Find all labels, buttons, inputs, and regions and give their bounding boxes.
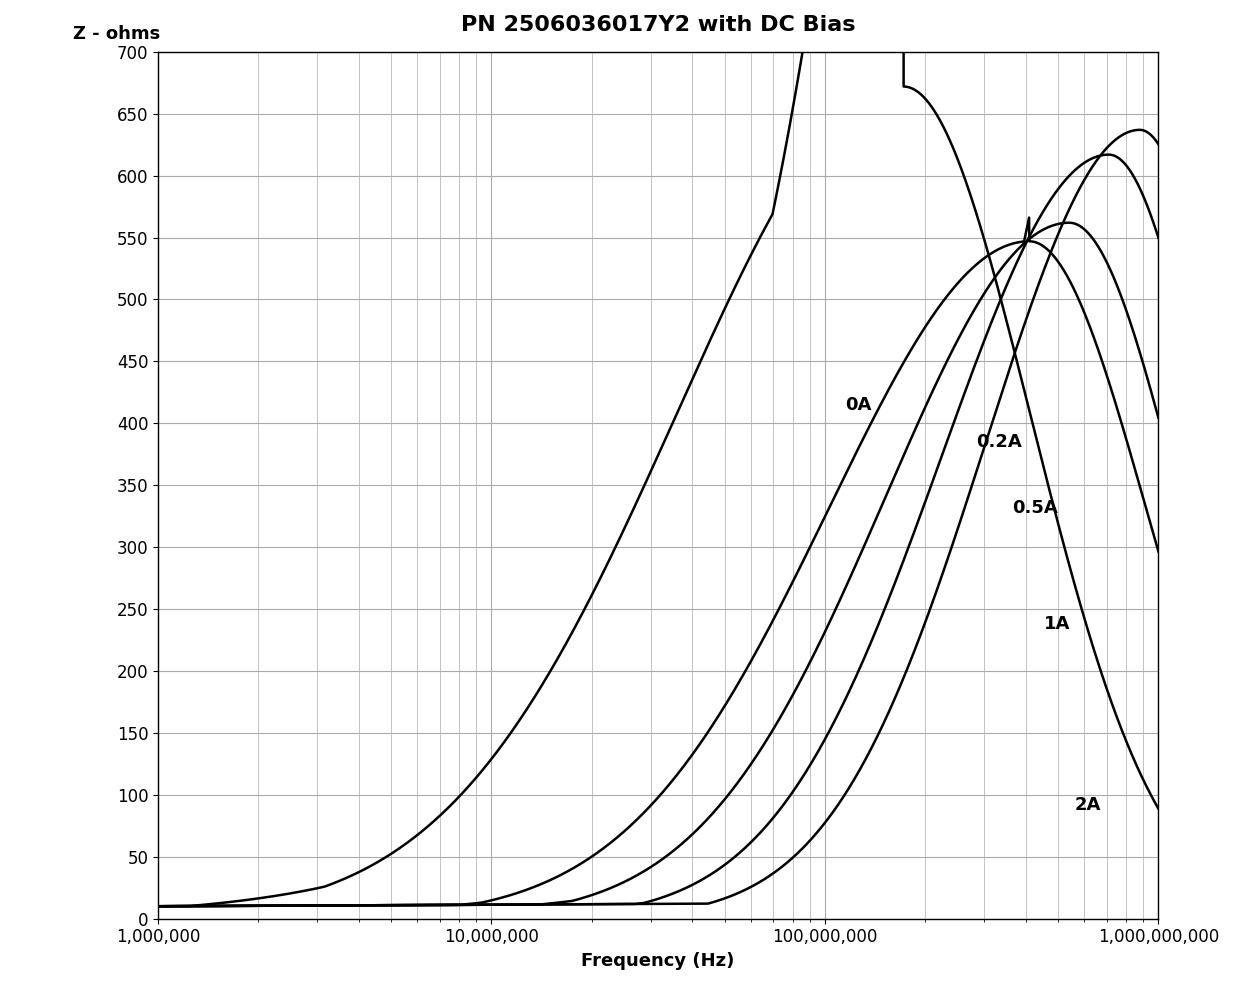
Text: 0.5A: 0.5A: [1012, 498, 1059, 517]
Text: 1A: 1A: [1044, 615, 1071, 633]
Text: 0A: 0A: [845, 396, 871, 414]
X-axis label: Frequency (Hz): Frequency (Hz): [581, 952, 735, 970]
Text: 2A: 2A: [1075, 796, 1101, 814]
Text: 0.2A: 0.2A: [976, 433, 1022, 451]
Title: PN 2506036017Y2 with DC Bias: PN 2506036017Y2 with DC Bias: [462, 15, 855, 35]
Text: Z - ohms: Z - ohms: [73, 25, 160, 43]
